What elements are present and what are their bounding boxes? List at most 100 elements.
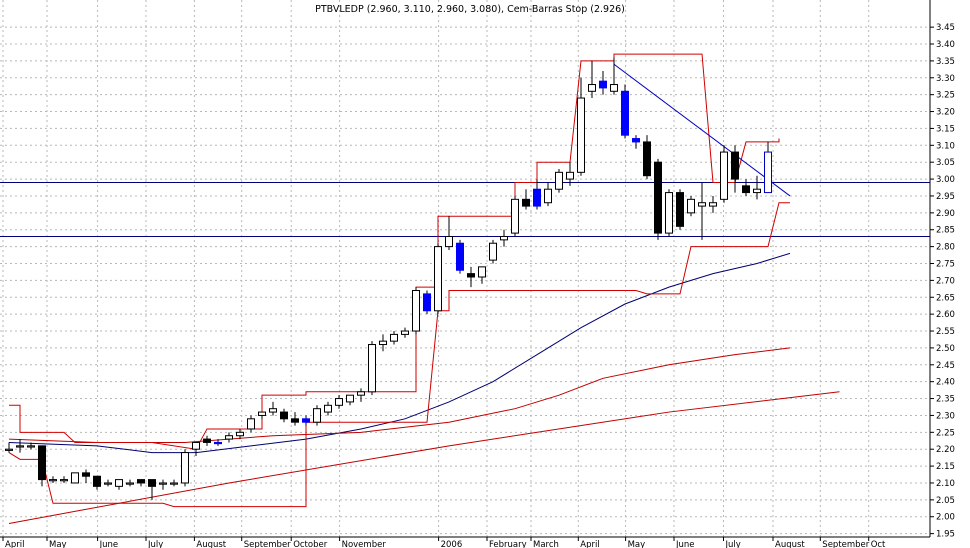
candle-body [324,404,332,413]
candle [456,239,464,274]
candle [654,158,662,240]
y-tick-label: 3.00 [936,175,955,185]
x-tick-label: March [533,540,559,548]
y-tick-label: 3.10 [936,141,955,151]
candle-body [720,151,728,200]
candle [82,469,90,483]
candle [346,394,354,406]
candle-body [302,418,310,423]
candle [335,395,343,409]
candle [302,415,310,426]
trend-line [613,63,791,197]
candle-body [434,246,442,312]
x-tick-label: July [725,540,741,548]
candle-body [478,266,486,278]
stop-upper-line [9,53,780,450]
candle [159,479,167,490]
candle-body [225,435,233,440]
candle-body [71,472,79,484]
y-tick-label: 2.85 [936,226,955,236]
y-tick-label: 2.25 [936,428,955,438]
candle-body [346,394,354,403]
candle-body [170,482,178,485]
candle [588,60,596,99]
y-tick-label: 2.90 [936,209,955,219]
y-tick-label: 2.00 [936,513,955,523]
candle [423,290,431,315]
candle-body [181,452,189,484]
candle-body [27,445,35,448]
candle [93,475,101,490]
candle [687,195,695,217]
x-tick-label: August [196,540,226,548]
candle-body [82,472,90,477]
candle [709,195,717,213]
y-tick-label: 2.80 [936,243,955,253]
candle-body [269,408,277,413]
candle [170,479,178,487]
candle [621,84,629,139]
candle-body [742,185,750,194]
candle [610,57,618,95]
candle-body [687,198,695,214]
candle [599,71,607,95]
candle [104,479,112,487]
candle-body [49,479,57,482]
candle [60,476,68,483]
candle [225,432,233,443]
candle-body [38,445,46,481]
candle-body [357,391,365,396]
y-tick-label: 3.30 [936,74,955,84]
candle-body [5,448,13,451]
x-tick-label: April [5,540,24,548]
candle [467,266,475,288]
y-tick-label: 2.30 [936,411,955,421]
candle [214,439,222,446]
candle [148,479,156,500]
candle [390,331,398,345]
candle [368,341,376,396]
moving-average-line-1 [8,252,791,454]
candles-layer [5,57,772,500]
candle-body [654,161,662,234]
y-tick-label: 3.35 [936,57,955,67]
candle-body [390,333,398,342]
y-tick-label: 2.35 [936,395,955,405]
y-tick-label: 2.60 [936,310,955,320]
candle-body [489,242,497,261]
candle-body [335,398,343,406]
candle [71,472,79,484]
candle-body [115,479,123,487]
candle [533,179,541,210]
candle [137,479,145,487]
candle-body [137,479,145,484]
candle [412,287,420,335]
x-tick-label: May [628,540,646,548]
candle-body [533,188,541,207]
x-tick-label: September [244,540,291,548]
candle-body [104,482,112,485]
y-tick-label: 2.65 [936,293,955,303]
candle [258,411,266,419]
candle [291,412,299,426]
x-tick-label: September [822,540,869,548]
x-tick-label: April [580,540,599,548]
candle-body [247,418,255,430]
x-tick-label: May [49,540,67,548]
moving-average-line-3 [8,391,840,524]
candle-body [511,198,519,234]
candle-body [522,198,530,207]
x-tick-label: June [99,540,119,548]
candle-body [60,479,68,482]
candle [434,243,442,315]
candle-body [203,438,211,443]
candle [764,141,772,194]
x-tick-label: June [675,540,695,548]
y-tick-label: 2.20 [936,445,955,455]
candle [511,195,519,237]
candle-body [599,80,607,89]
candle [742,179,750,196]
candle [676,189,684,230]
y-tick-label: 3.40 [936,40,955,50]
x-tick-label: October [293,540,328,548]
